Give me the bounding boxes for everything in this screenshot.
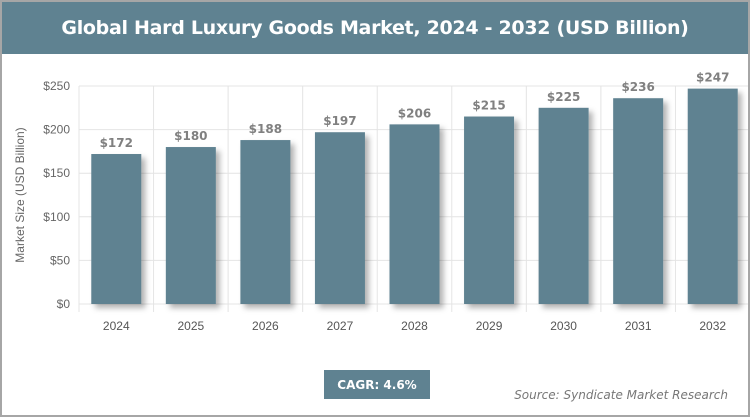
x-tick-label: 2029 — [476, 319, 503, 333]
y-tick-label: $200 — [43, 123, 70, 137]
bar — [687, 88, 738, 304]
data-label: $188 — [249, 122, 282, 136]
data-label: $236 — [621, 80, 654, 94]
bar — [613, 98, 664, 304]
data-label: $172 — [100, 136, 133, 150]
x-tick-label: 2032 — [699, 319, 726, 333]
bar — [464, 116, 515, 305]
chart-title: Global Hard Luxury Goods Market, 2024 - … — [2, 2, 748, 54]
y-axis-label: Market Size (USD Billion) — [13, 127, 27, 262]
bar — [91, 154, 142, 304]
x-tick-label: 2031 — [625, 319, 652, 333]
data-label: $180 — [174, 129, 207, 143]
y-tick-label: $0 — [57, 297, 71, 311]
cagr-badge: CAGR: 4.6% — [324, 370, 430, 399]
bar — [538, 107, 589, 304]
source-note: Source: Syndicate Market Research — [514, 388, 728, 402]
x-tick-label: 2027 — [327, 319, 354, 333]
data-label: $215 — [472, 99, 505, 113]
bar — [240, 140, 291, 304]
x-tick-label: 2030 — [550, 319, 577, 333]
y-tick-label: $50 — [50, 253, 70, 267]
y-tick-label: $100 — [43, 210, 70, 224]
data-label: $197 — [323, 114, 356, 128]
bar — [314, 132, 365, 304]
x-tick-label: 2025 — [177, 319, 204, 333]
x-tick-label: 2024 — [103, 319, 130, 333]
data-label: $225 — [547, 90, 580, 104]
y-tick-label: $250 — [43, 79, 70, 93]
data-label: $206 — [398, 106, 431, 120]
bar — [389, 124, 440, 304]
bar — [165, 147, 216, 304]
x-tick-label: 2026 — [252, 319, 279, 333]
y-tick-label: $150 — [43, 166, 70, 180]
data-label: $247 — [696, 71, 729, 85]
x-tick-label: 2028 — [401, 319, 428, 333]
